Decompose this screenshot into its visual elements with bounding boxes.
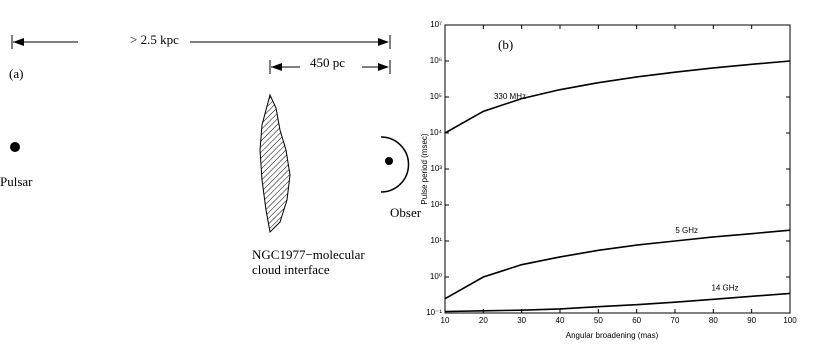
cloud-label: cloud interface (252, 262, 330, 277)
diagram: > 2.5 kpc (a) 450 pc Pulsar NGC1977−mole… (0, 32, 422, 277)
y-tick-label: 10¹ (430, 236, 442, 245)
y-tick-label: 10⁷ (430, 20, 442, 29)
arrowhead (378, 63, 389, 71)
pulsar-dot (10, 142, 20, 152)
x-tick-label: 10 (441, 316, 450, 325)
x-tick-label: 100 (783, 316, 797, 325)
panel-label: (b) (498, 37, 513, 52)
x-tick-label: 50 (594, 316, 603, 325)
distance-label: > 2.5 kpc (130, 32, 179, 47)
distance-label: 450 pc (310, 55, 345, 70)
series-label: 330 MHz (494, 92, 526, 101)
series-line (444, 60, 791, 134)
arrowhead (13, 38, 24, 46)
x-axis-label: Angular broadening (mas) (566, 331, 659, 340)
cloud (259, 93, 291, 234)
series-line (444, 292, 791, 313)
y-tick-label: 10⁰ (430, 272, 442, 281)
panel-label: (a) (9, 66, 23, 81)
x-tick-label: 30 (517, 316, 526, 325)
pulsar-label: Pulsar (0, 174, 33, 189)
series-label: 14 GHz (711, 283, 738, 292)
observer-label: Obser (390, 205, 422, 220)
y-tick-label: 10⁶ (430, 56, 442, 65)
y-axis-label: Pulse period (msec) (420, 133, 429, 204)
observer-dot (385, 157, 393, 165)
x-tick-label: 40 (556, 316, 565, 325)
x-tick-label: 80 (709, 316, 718, 325)
y-tick-label: 10² (430, 200, 442, 209)
observer-arc (380, 136, 410, 193)
y-tick-label: 10⁵ (430, 92, 442, 101)
y-tick-label: 10⁴ (430, 128, 443, 137)
series-line (444, 229, 791, 300)
x-tick-label: 60 (632, 316, 641, 325)
plot-frame (444, 24, 791, 314)
cloud-label: NGC1977−molecular (252, 247, 365, 262)
y-tick-label: 10³ (430, 164, 442, 173)
arrowhead (378, 38, 389, 46)
series-label: 5 GHz (675, 226, 698, 235)
x-tick-label: 20 (479, 316, 488, 325)
x-tick-label: 70 (671, 316, 680, 325)
x-tick-label: 90 (747, 316, 756, 325)
arrowhead (271, 63, 282, 71)
y-tick-label: 10⁻¹ (426, 308, 442, 317)
